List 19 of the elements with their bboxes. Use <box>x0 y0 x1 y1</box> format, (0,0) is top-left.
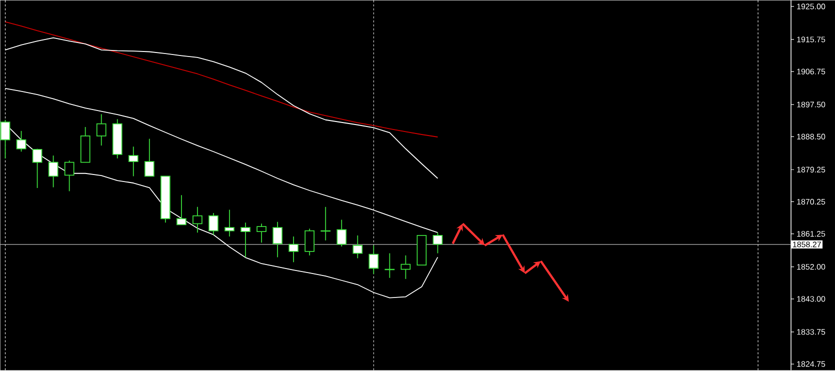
candlestick <box>64 160 74 192</box>
candlestick <box>176 194 186 226</box>
candlestick <box>192 206 202 234</box>
candlestick <box>352 235 363 259</box>
candlestick <box>128 146 138 177</box>
candlestick <box>336 219 347 248</box>
candlestick <box>16 130 26 152</box>
candlestick <box>400 255 411 280</box>
candlestick <box>240 222 250 258</box>
candlestick <box>272 222 282 258</box>
candlestick <box>256 223 266 244</box>
candlestick <box>304 228 315 256</box>
candlestick <box>288 236 298 263</box>
candlestick <box>144 138 154 177</box>
candlestick <box>224 209 234 238</box>
candlestick <box>32 148 42 189</box>
candlestick <box>48 155 58 188</box>
candlestick <box>96 114 106 146</box>
candlestick <box>208 212 218 236</box>
